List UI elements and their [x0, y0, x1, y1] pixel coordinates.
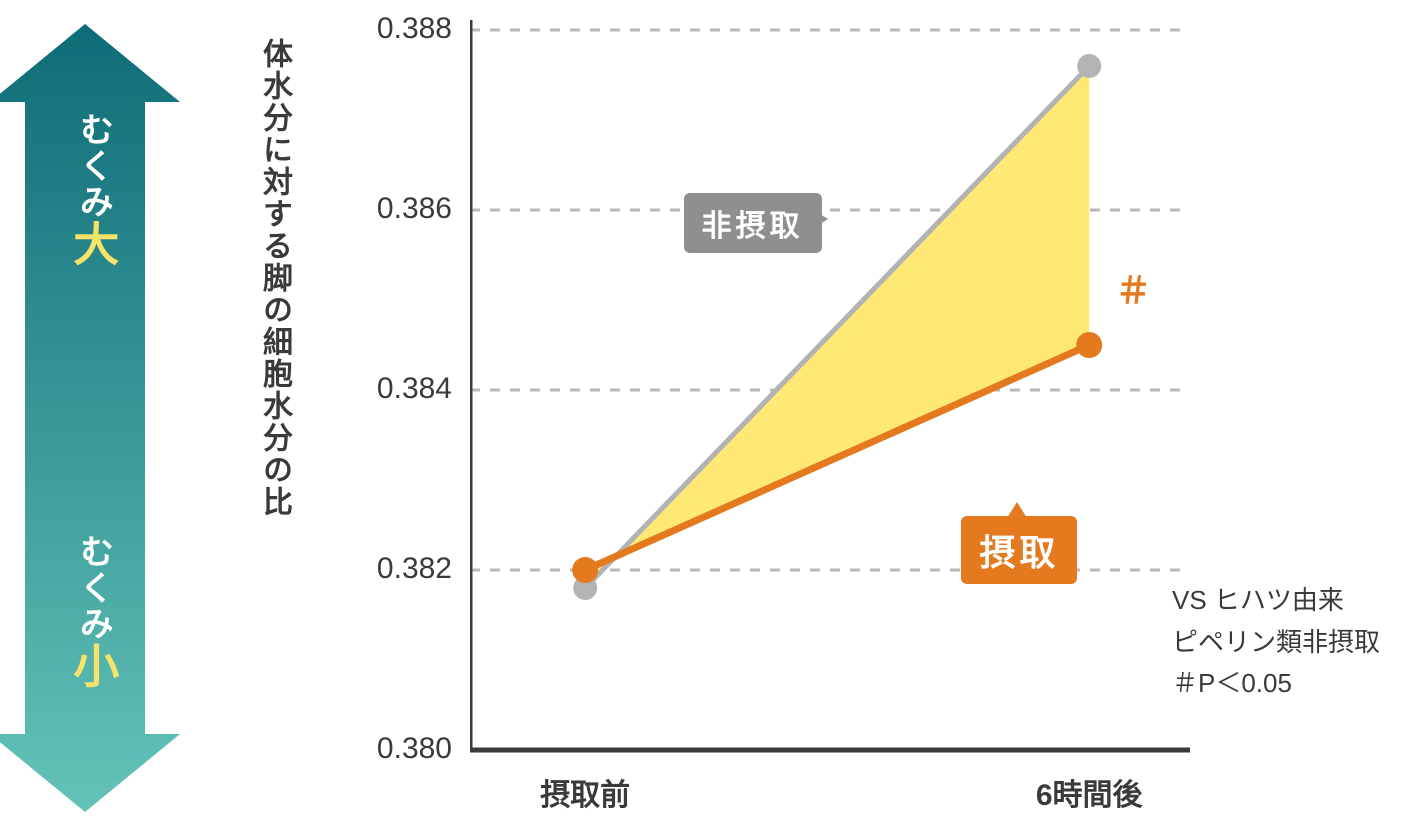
chart-container: 体水分に対する脚の細胞水分の比 0.380 0.382 0.384 0.386 0.38…: [0, 0, 1420, 840]
y-tick-label: 0.380: [342, 732, 452, 766]
y-axis-title: 体水分に対する脚の細胞水分の比: [252, 38, 296, 518]
callout-pointer-icon: [1007, 502, 1027, 518]
y-tick-label: 0.388: [342, 12, 452, 46]
y-tick-label: 0.382: [342, 552, 452, 586]
arrow-label-bottom: むくみ小: [65, 534, 120, 690]
footnote-line: ピペリン類非摂取: [1172, 622, 1380, 664]
x-category-label: 6時間後: [1009, 770, 1169, 814]
y-tick-label: 0.386: [342, 192, 452, 226]
arrow-label-top: むくみ大: [65, 112, 120, 268]
y-tick-label: 0.384: [342, 372, 452, 406]
legend-callout-no-intake: 非摂取: [684, 193, 822, 253]
x-category-label: 摂取前: [505, 770, 665, 814]
callout-pointer-icon: [812, 209, 828, 229]
footnote-text: VS ヒハツ由来ピペリン類非摂取＃P＜0.05: [1172, 580, 1380, 705]
chart-plot: [470, 10, 1230, 770]
legend-callout-intake: 摂取: [961, 516, 1077, 584]
footnote-line: ＃P＜0.05: [1172, 663, 1380, 705]
footnote-line: VS ヒハツ由来: [1172, 580, 1380, 622]
significance-hash-icon: ＃: [1115, 262, 1151, 314]
